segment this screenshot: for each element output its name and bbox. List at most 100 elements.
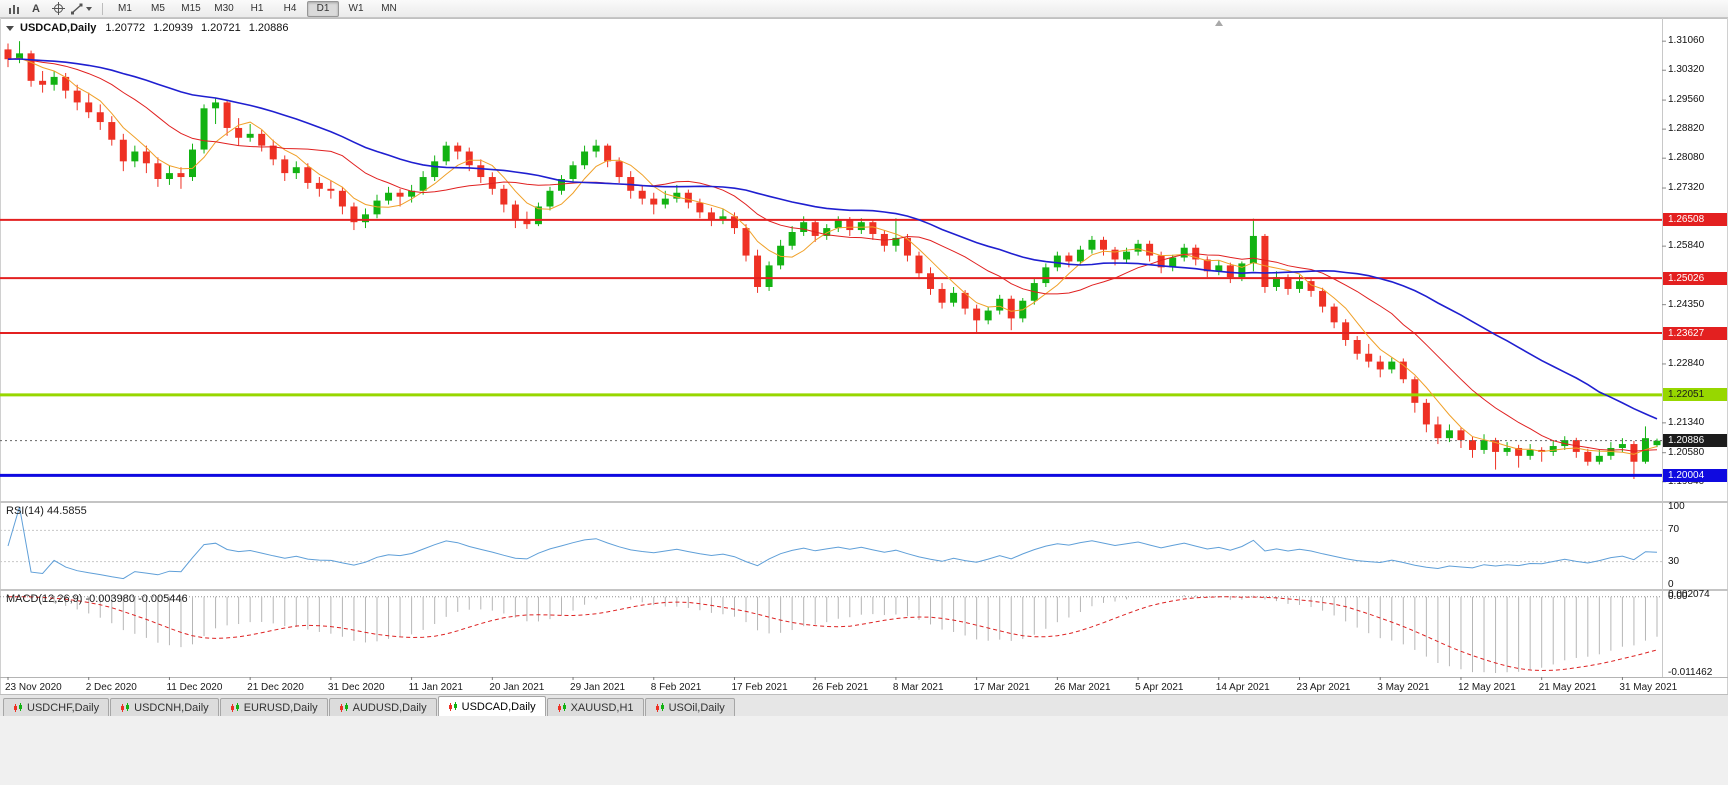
price-badge: 1.20004 — [1663, 469, 1727, 482]
time-axis-label: 11 Jan 2021 — [409, 682, 464, 693]
axis-label: 1.30320 — [1668, 64, 1705, 75]
chart-tab-usdchf-daily[interactable]: USDCHF,Daily — [3, 698, 110, 716]
chart-tab-label: USDCNH,Daily — [134, 701, 209, 714]
axis-label: 1.20580 — [1668, 447, 1705, 458]
chart-shift-marker[interactable] — [1215, 20, 1223, 26]
candlestick-icon — [557, 702, 566, 712]
time-axis-label: 8 Feb 2021 — [651, 682, 702, 693]
time-axis-label: 29 Jan 2021 — [570, 682, 625, 693]
bar-chart-glyph — [9, 4, 19, 14]
toolbar: A M1 M5 M15 M30 H1 H4 D1 W1 MN — [0, 0, 1728, 18]
axis-label: -0.011462 — [1668, 667, 1713, 678]
ohlc-close: 1.20886 — [248, 22, 289, 34]
moving-average-30 — [7, 58, 1658, 420]
time-axis-label: 26 Feb 2021 — [812, 682, 869, 693]
rsi-label: RSI(14) 44.5855 — [6, 505, 87, 517]
ohlc-low: 1.20721 — [200, 22, 241, 34]
timeframe-button-h4[interactable]: H4 — [283, 2, 297, 14]
time-axis-label: 11 Dec 2020 — [166, 682, 222, 693]
timeframe-button-m5[interactable]: M5 — [151, 2, 165, 14]
time-axis-label: 21 Dec 2020 — [247, 682, 304, 693]
trendline-glyph — [71, 3, 83, 14]
crosshair-icon[interactable] — [49, 1, 67, 16]
chart-tab-usdcad-daily[interactable]: USDCAD,Daily — [437, 696, 546, 716]
time-axis-label: 31 May 2021 — [1619, 682, 1677, 693]
time-axis-label: 21 May 2021 — [1539, 682, 1597, 693]
time-axis-label: 23 Nov 2020 — [5, 682, 62, 693]
cursor-glyph: A — [32, 2, 40, 15]
axis-label: 1.31060 — [1668, 35, 1705, 46]
candlestick-icon — [448, 701, 457, 711]
chart-tab-usoil-daily[interactable]: USOil,Daily — [644, 698, 735, 716]
timeframe-button-d1[interactable]: D1 — [307, 0, 339, 17]
axis-label: 1.27320 — [1668, 182, 1705, 193]
time-axis-label: 8 Mar 2021 — [893, 682, 944, 693]
axis-label: 1.22840 — [1668, 358, 1705, 369]
candlestick-series — [4, 41, 1661, 480]
timeframe-button-m15[interactable]: M15 — [181, 2, 201, 14]
timeframe-button-w1[interactable]: W1 — [348, 2, 364, 14]
time-axis-label: 26 Mar 2021 — [1054, 682, 1111, 693]
chart-tab-label: EURUSD,Daily — [243, 701, 318, 714]
axis-label: 1.28080 — [1668, 152, 1705, 163]
price-badge: 1.20886 — [1663, 434, 1727, 447]
candlestick-icon — [655, 702, 664, 712]
candlestick-icon — [339, 702, 348, 712]
timeframe-button-m30[interactable]: M30 — [214, 2, 234, 14]
time-axis-label: 20 Jan 2021 — [489, 682, 544, 693]
axis-label: 1.25840 — [1668, 240, 1705, 251]
time-axis-label: 12 May 2021 — [1458, 682, 1516, 693]
macd-signal-line — [8, 596, 1658, 672]
price-axis[interactable]: 1.31060 1.30320 1.29560 1.28820 1.28080 1.273… — [1663, 18, 1728, 694]
ohlc-open: 1.20772 — [105, 22, 146, 34]
bar-chart-icon[interactable] — [5, 1, 23, 16]
toolbar-separator — [102, 2, 103, 15]
axis-label: 0 — [1668, 579, 1674, 590]
objects-icon[interactable] — [71, 1, 92, 16]
price-chart[interactable]: 23 Nov 2020 2 Dec 2020 11 Dec 2020 21 Dec 2… — [0, 18, 1728, 694]
axis-label: 1.24350 — [1668, 299, 1705, 310]
time-axis-label: 5 Apr 2021 — [1135, 682, 1184, 693]
price-badge: 1.26508 — [1663, 213, 1727, 226]
chart-tab-usdcnh-daily[interactable]: USDCNH,Daily — [110, 698, 219, 716]
chart-title: USDCAD,Daily 1.20772 1.20939 1.20721 1.2… — [6, 22, 296, 34]
timeframe-group: M1 M5 M15 M30 H1 H4 D1 W1 MN — [109, 0, 406, 17]
time-axis-label: 14 Apr 2021 — [1216, 682, 1270, 693]
axis-label: 1.21340 — [1668, 417, 1705, 428]
chart-tab-eurusd-daily[interactable]: EURUSD,Daily — [219, 698, 328, 716]
chart-tabs-bar: USDCHF,Daily USDCNH,Daily EURUSD,Daily AUDU… — [0, 694, 1728, 716]
timeframe-button-m1[interactable]: M1 — [118, 2, 132, 14]
axis-label: 70 — [1668, 524, 1680, 535]
time-axis-label: 17 Feb 2021 — [731, 682, 788, 693]
axis-label: 30 — [1668, 556, 1680, 567]
chart-tab-xauusd-h1[interactable]: XAUUSD,H1 — [546, 698, 644, 716]
chevron-down-icon — [86, 6, 92, 11]
time-axis-label: 2 Dec 2020 — [86, 682, 138, 693]
axis-label: 0.00 — [1668, 591, 1688, 602]
axis-label: 100 — [1668, 501, 1685, 512]
moving-average-13 — [7, 58, 1658, 452]
time-axis-label: 3 May 2021 — [1377, 682, 1430, 693]
candlestick-icon — [230, 702, 239, 712]
chart-tab-label: USOil,Daily — [668, 701, 725, 714]
timeframe-button-h1[interactable]: H1 — [250, 2, 264, 14]
time-axis[interactable]: 23 Nov 2020 2 Dec 2020 11 Dec 2020 21 Dec 2… — [5, 677, 1678, 693]
chart-tab-label: AUDUSD,Daily — [352, 701, 427, 714]
price-badge: 1.23627 — [1663, 327, 1727, 340]
axis-label: 1.28820 — [1668, 123, 1705, 134]
chart-menu-arrow-icon[interactable] — [6, 26, 14, 31]
chart-tab-audusd-daily[interactable]: AUDUSD,Daily — [328, 698, 437, 716]
crosshair-glyph — [51, 2, 65, 15]
rsi-line — [7, 506, 1658, 580]
time-axis-label: 23 Apr 2021 — [1297, 682, 1351, 693]
macd-label: MACD(12,26,9) -0.003980 -0.005446 — [6, 593, 188, 605]
cursor-icon[interactable]: A — [27, 1, 45, 16]
chart-window: 23 Nov 2020 2 Dec 2020 11 Dec 2020 21 Dec 2… — [0, 18, 1728, 694]
timeframe-button-mn[interactable]: MN — [381, 2, 397, 14]
candlestick-icon — [14, 702, 22, 712]
candlestick-icon — [121, 702, 130, 712]
chart-tab-label: XAUUSD,H1 — [570, 701, 634, 714]
axis-label: 0.002074 — [1668, 589, 1710, 600]
ohlc-high: 1.20939 — [153, 22, 193, 34]
